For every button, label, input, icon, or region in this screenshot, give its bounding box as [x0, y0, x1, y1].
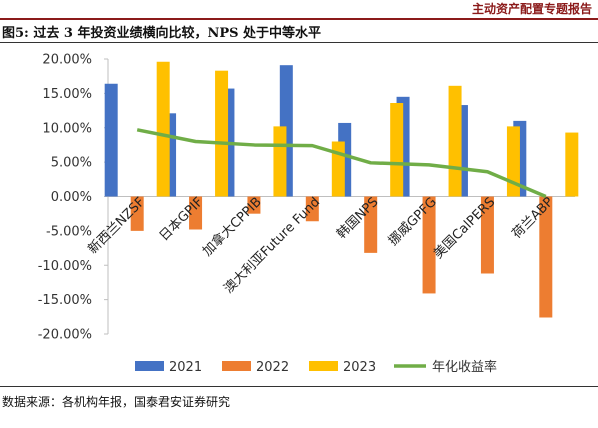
bar-2022-4 — [364, 196, 378, 253]
category-label: 加拿大CPPIB — [199, 194, 264, 259]
y-tick-label: -10.00% — [38, 259, 92, 274]
header-divider — [0, 18, 598, 20]
title-divider — [0, 42, 598, 43]
category-label: 澳大利亚Future Fund — [221, 194, 324, 297]
legend: 2021 2022 2023 年化收益率 — [135, 359, 497, 375]
y-tick-label: -15.00% — [38, 293, 92, 308]
bar-series — [104, 61, 579, 318]
legend-label: 2022 — [256, 360, 289, 375]
bar-2023-7 — [565, 132, 579, 197]
legend-label: 年化收益率 — [432, 359, 497, 375]
legend-label: 2023 — [343, 360, 376, 375]
bar-2023-1 — [215, 70, 229, 197]
bar-2023-3 — [331, 141, 345, 197]
bar-2022-7 — [539, 196, 553, 318]
legend-swatch-2023 — [309, 361, 338, 371]
y-tick-label: -20.00% — [38, 328, 92, 343]
annualized-return-line — [136, 128, 547, 199]
y-tick-label: -5.00% — [46, 224, 92, 239]
bar-2023-4 — [390, 103, 404, 197]
bar-2021-0 — [104, 83, 118, 197]
source-note: 数据来源：各机构年报，国泰君安证券研究 — [2, 395, 231, 409]
y-tick-label: 15.00% — [42, 87, 92, 102]
y-tick-label: 5.00% — [51, 156, 92, 171]
bar-2022-3 — [305, 196, 319, 222]
y-tick-label: 0.00% — [51, 190, 92, 205]
y-tick-label: 10.00% — [42, 121, 92, 136]
bar-2023-6 — [506, 126, 520, 197]
legend-swatch-2022 — [222, 361, 251, 371]
bar-2022-0 — [130, 196, 144, 231]
bar-2022-5 — [422, 196, 436, 294]
footer-divider — [0, 386, 598, 387]
line-series — [136, 128, 547, 199]
chart: 20.00% 15.00% 10.00% 5.00% 0.00% -5.00% -10.00… — [38, 53, 579, 375]
bar-2023-0 — [156, 61, 170, 197]
report-header: 主动资产配置专题报告 — [471, 2, 592, 16]
bar-2023-5 — [448, 85, 462, 197]
bar-2022-1 — [189, 196, 203, 230]
bar-2022-6 — [480, 196, 494, 274]
bar-2022-2 — [247, 196, 261, 214]
y-tick-label: 20.00% — [42, 53, 92, 68]
bar-2023-2 — [273, 126, 287, 197]
legend-label: 2021 — [169, 360, 202, 375]
legend-swatch-2021 — [135, 361, 164, 371]
figure-title: 图5: 过去 3 年投资业绩横向比较，NPS 处于中等水平 — [2, 26, 322, 41]
